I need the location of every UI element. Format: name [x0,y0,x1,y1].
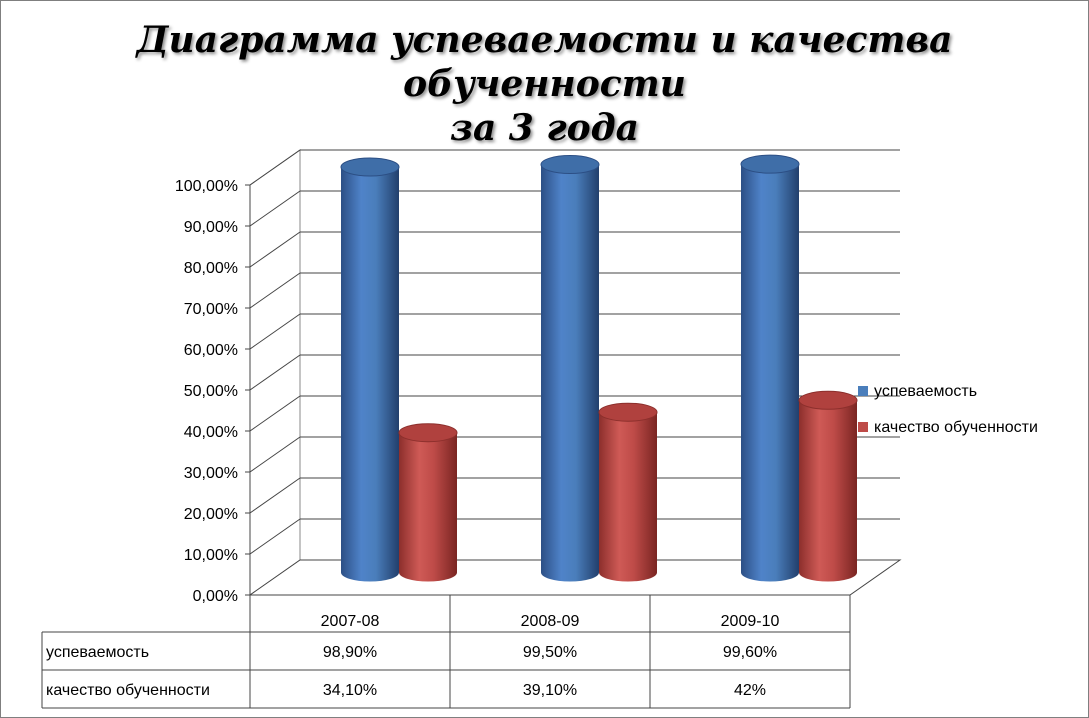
gridline-depth [249,190,301,227]
x-tick-label: 2009-10 [721,613,780,630]
gridline-depth [249,149,301,186]
bars [340,154,858,582]
bar [798,390,858,582]
y-axis: 0,00% 10,00% 20,00% 30,00% 40,00% 50,00% 60,00… [175,178,251,605]
table-row-header: качество обученности [46,682,210,699]
bar-top [340,157,400,177]
y-tick-label: 0,00% [193,588,238,605]
legend-label: успеваемость [874,383,977,400]
y-tick-label: 40,00% [184,424,238,441]
y-tick-label: 80,00% [184,260,238,277]
x-tick-label: 2007-08 [321,613,380,630]
legend-swatch [858,386,868,396]
chart-title: Диаграмма успеваемости и качества обучен… [0,18,1089,150]
bar-body [341,167,399,582]
y-tick-label: 70,00% [184,301,238,318]
bar [540,155,600,582]
gridline-depth [249,272,301,309]
gridline-depth [249,354,301,391]
gridline-depth [249,313,301,350]
x-tick-label: 2008-09 [521,613,580,630]
bar [398,423,458,582]
y-tick-label: 50,00% [184,383,238,400]
bar-body [399,432,457,582]
bar-body [741,164,799,582]
data-table: 2007-08 2008-09 2009-10 успеваемость 98,90% 9… [41,594,851,709]
bar-top [798,390,858,410]
legend-swatch [858,422,868,432]
bar [740,154,800,582]
legend-label: качество обученности [874,419,1038,436]
bar-top [540,155,600,175]
bar-body [799,400,857,582]
data-label: 42% [734,682,766,699]
legend: успеваемость качество обученности [858,383,1038,436]
gridline-depth [249,477,301,514]
bar-body [599,412,657,582]
bar-top [398,423,458,443]
y-tick-label: 60,00% [184,342,238,359]
table-row-header: успеваемость [46,644,149,661]
gridline-depth [249,518,301,555]
chart-title-line2: за 3 года [449,107,640,149]
data-label: 99,50% [523,644,577,661]
bar [598,402,658,582]
data-label: 39,10% [523,682,577,699]
data-label: 34,10% [323,682,377,699]
y-tick-label: 100,00% [175,178,238,195]
bar-body [541,164,599,582]
bar-top [740,154,800,174]
data-label: 98,90% [323,644,377,661]
chart-title-line1: Диаграмма успеваемости и качества обучен… [136,19,953,105]
data-label: 99,60% [723,644,777,661]
y-tick-label: 10,00% [184,547,238,564]
bar [340,157,400,582]
gridline-depth [249,436,301,473]
gridline-depth [249,395,301,432]
y-tick-label: 30,00% [184,465,238,482]
y-tick-label: 90,00% [184,219,238,236]
bar-top [598,402,658,422]
gridline-depth [249,231,301,268]
y-tick-label: 20,00% [184,506,238,523]
